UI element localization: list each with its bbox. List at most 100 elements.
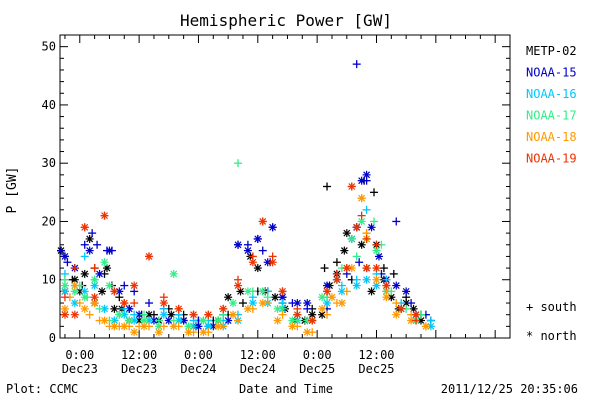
north-point-d2: [175, 317, 183, 324]
south-point: [85, 310, 94, 319]
south-point: [75, 299, 84, 308]
north-point-d2: [224, 317, 232, 324]
north-point-d2: [338, 287, 346, 295]
north-point: [179, 316, 188, 325]
x-axis: 0:00Dec2312:00Dec230:00Dec2412:00Dec240:…: [62, 35, 511, 376]
north-point-d2: [155, 328, 163, 336]
north-point-d2: [160, 311, 168, 319]
north-point-d2: [249, 258, 257, 266]
y-tick-label: 40: [42, 98, 56, 112]
marker-legend-entry: * north: [526, 329, 577, 343]
north-point: [323, 281, 332, 290]
north-point-d2: [382, 293, 390, 301]
north-point: [229, 310, 238, 319]
north-point: [105, 281, 114, 290]
north-point-d2: [224, 293, 232, 301]
north-point: [426, 322, 435, 331]
north-point-d2: [259, 299, 267, 307]
north-point-d2: [91, 299, 99, 307]
north-point-d2: [120, 311, 128, 319]
south-point: [320, 264, 329, 273]
south-point: [372, 240, 381, 249]
north-point-d2: [288, 317, 296, 324]
north-point-d2: [244, 247, 252, 255]
north-point-d2: [140, 322, 148, 330]
north-point: [100, 258, 109, 267]
legend-entry: METP-02: [526, 44, 577, 58]
south-point: [389, 269, 398, 278]
south-point: [100, 211, 109, 220]
north-point-d2: [91, 282, 99, 289]
south-point: [130, 310, 139, 319]
x-axis-label: Date and Time: [239, 382, 333, 396]
north-point: [229, 299, 238, 308]
x-tick-time-label: 0:00: [303, 348, 332, 362]
south-point: [105, 322, 114, 331]
north-point-d2: [91, 276, 99, 284]
south-point: [60, 275, 69, 284]
north-point: [318, 304, 327, 313]
south-point: [258, 246, 267, 255]
north-point-d2: [160, 299, 168, 307]
north-point-d2: [407, 317, 415, 324]
south-point: [342, 287, 351, 296]
north-point-d2: [209, 322, 217, 330]
south-point: [238, 299, 247, 308]
north-point-d2: [61, 282, 69, 289]
north-point: [273, 304, 282, 313]
north-point: [303, 328, 312, 337]
south-point: [107, 246, 116, 255]
south-point: [426, 316, 435, 325]
south-point: [352, 60, 361, 69]
north-point: [258, 287, 267, 296]
south-point: [234, 159, 243, 168]
south-point: [263, 299, 272, 308]
south-point: [392, 217, 401, 226]
x-tick-time-label: 12:00: [121, 348, 157, 362]
south-point: [70, 264, 79, 273]
north-point-d2: [81, 270, 89, 278]
south-point: [278, 287, 287, 296]
north-point-d2: [303, 299, 311, 307]
north-point-d2: [195, 322, 202, 330]
north-point-d2: [269, 258, 277, 266]
north-point-d2: [373, 282, 380, 289]
north-point-d2: [254, 264, 262, 272]
marker-legend-entry: + south: [526, 300, 577, 314]
south-point: [145, 252, 154, 261]
north-point-d2: [303, 317, 311, 324]
north-point-d2: [190, 322, 197, 330]
north-point: [318, 293, 327, 302]
south-point: [293, 304, 302, 313]
north-point: [214, 316, 223, 325]
north-point-d2: [165, 317, 173, 324]
south-point: [357, 194, 366, 203]
south-point: [362, 234, 371, 243]
north-point-d2: [318, 311, 326, 319]
south-point: [347, 182, 356, 191]
south-point: [382, 281, 391, 290]
south-point: [63, 258, 72, 267]
north-point-d2: [358, 177, 366, 185]
south-point: [90, 264, 99, 273]
north-point-d2: [81, 287, 89, 295]
north-point-d2: [323, 299, 331, 307]
north-point: [85, 246, 94, 255]
x-tick-time-label: 0:00: [65, 348, 94, 362]
north-point-d2: [392, 282, 400, 289]
north-point-d2: [353, 223, 361, 231]
north-point-d2: [318, 293, 326, 301]
y-tick-label: 20: [42, 214, 56, 228]
south-point: [303, 304, 312, 313]
south-point: [332, 269, 341, 278]
x-tick-date-label: Dec24: [240, 362, 276, 376]
north-point-d2: [358, 218, 366, 225]
legend-entry: NOAA-18: [526, 130, 577, 144]
north-point-d2: [333, 276, 341, 284]
north-point-d2: [417, 317, 425, 324]
north-point-d2: [387, 293, 395, 301]
north-point-d2: [120, 322, 128, 330]
south-point: [407, 299, 416, 308]
north-point-d2: [130, 317, 138, 324]
north-point-d2: [106, 282, 113, 289]
